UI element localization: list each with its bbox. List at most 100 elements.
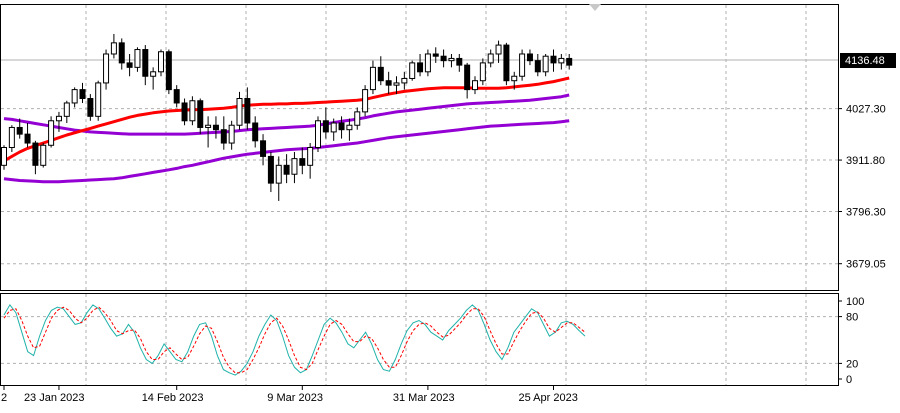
candle <box>189 96 196 126</box>
candle-body <box>526 53 533 62</box>
candle <box>362 85 369 117</box>
candle-body <box>401 77 408 84</box>
candle <box>322 107 329 139</box>
candlesticks <box>1 33 573 201</box>
candle-body <box>299 158 306 166</box>
price-tick-label: 3911.80 <box>846 155 885 167</box>
candle-body <box>503 44 510 82</box>
candle-body <box>534 60 541 73</box>
candle-body <box>291 158 298 175</box>
shift-marker-icon[interactable] <box>589 4 601 11</box>
stochastic-tick-label: 0 <box>846 374 852 386</box>
candle <box>212 116 219 139</box>
current-price-marker <box>840 53 896 69</box>
candle-body <box>330 122 337 133</box>
candle-body <box>393 82 400 86</box>
candle-body <box>63 102 70 117</box>
stochastic-main-line <box>3 304 586 376</box>
time-axis: 2 23 Jan 2023 14 Feb 2023 9 Mar 2023 31 Mar … <box>1 386 578 404</box>
time-tick-label: 9 Mar 2023 <box>267 392 323 404</box>
candle-body <box>362 89 369 113</box>
moving-average-slow <box>3 119 570 184</box>
candle <box>24 123 31 148</box>
candle-body <box>197 100 204 128</box>
candle <box>1 145 7 170</box>
candle <box>32 140 39 175</box>
candle-body <box>1 147 7 166</box>
candle-body <box>220 129 227 144</box>
candle-body <box>118 42 125 64</box>
candle <box>369 60 376 95</box>
candle-body <box>244 98 251 124</box>
candle-body <box>16 126 23 135</box>
candle <box>228 120 235 150</box>
candle-body <box>48 120 55 146</box>
candle <box>409 60 416 81</box>
candle <box>550 49 557 72</box>
candle-body <box>448 57 455 62</box>
stochastic-tick-label: 20 <box>846 358 858 370</box>
time-tick-label: 2 <box>1 392 7 404</box>
stochastic-tick-label: 100 <box>846 296 864 308</box>
price-panel <box>0 4 839 291</box>
candle-body <box>260 140 267 157</box>
candle-body <box>40 144 47 166</box>
time-tick-label: 25 Apr 2023 <box>519 392 578 404</box>
candle-body <box>511 75 518 82</box>
candle <box>165 49 172 95</box>
candle <box>260 134 267 166</box>
candle <box>424 49 431 77</box>
price-tick-label: 3796.30 <box>846 206 886 218</box>
candle <box>479 58 486 86</box>
candle <box>236 91 243 130</box>
stochastic-signal-line <box>3 306 586 374</box>
candle-body <box>87 98 94 117</box>
price-panel-frame <box>0 4 839 291</box>
candle-body <box>432 53 439 57</box>
candle <box>330 118 337 141</box>
candle <box>63 100 70 124</box>
candle <box>283 154 290 184</box>
candle <box>267 151 274 193</box>
candle <box>173 85 180 108</box>
candle-body <box>181 102 188 122</box>
candle-body <box>472 80 478 91</box>
candle <box>16 118 23 139</box>
candle-body <box>32 142 39 166</box>
candle-body <box>283 164 290 175</box>
candle <box>534 53 541 77</box>
candle-body <box>275 164 282 184</box>
candle <box>401 71 408 90</box>
candle <box>495 40 502 63</box>
candle <box>150 67 157 90</box>
candle-body <box>307 147 314 166</box>
candle-body <box>385 80 392 86</box>
candle <box>220 116 227 150</box>
candle-body <box>24 133 31 144</box>
candle-body <box>487 53 494 64</box>
moving-average-mid <box>3 93 570 136</box>
candle-body <box>150 71 157 77</box>
candle-body <box>252 122 259 142</box>
candle <box>385 71 392 95</box>
candle-body <box>346 124 353 131</box>
candle-body <box>338 122 345 131</box>
candle-body <box>126 62 133 68</box>
candle-body <box>464 64 471 91</box>
candle <box>181 98 188 126</box>
candle <box>448 53 455 68</box>
price-tick-label: 3679.05 <box>846 259 886 271</box>
candle <box>542 53 549 77</box>
candle-body <box>8 126 15 148</box>
candle <box>299 147 306 175</box>
candle <box>472 76 478 95</box>
candle-body <box>71 89 78 104</box>
candle <box>456 53 463 72</box>
candle-body <box>409 62 416 79</box>
candle-body <box>103 53 110 84</box>
candle-body <box>354 111 361 126</box>
time-tick-label: 14 Feb 2023 <box>142 392 204 404</box>
candle <box>8 125 15 152</box>
candle-body <box>495 44 502 55</box>
